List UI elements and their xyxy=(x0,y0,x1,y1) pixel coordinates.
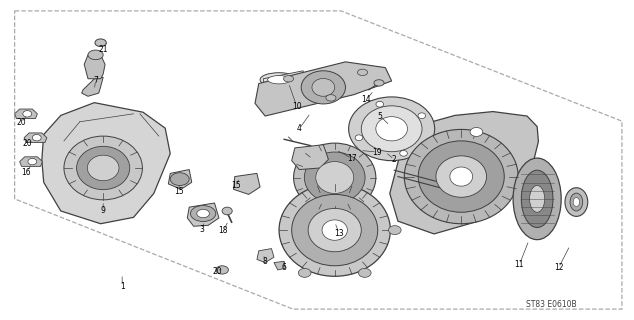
Ellipse shape xyxy=(294,143,376,212)
Ellipse shape xyxy=(28,158,37,165)
Ellipse shape xyxy=(171,173,189,186)
Text: 19: 19 xyxy=(372,148,382,156)
Polygon shape xyxy=(292,145,328,170)
Polygon shape xyxy=(169,170,191,189)
Ellipse shape xyxy=(349,97,435,161)
Polygon shape xyxy=(84,55,105,79)
Ellipse shape xyxy=(301,71,346,104)
Ellipse shape xyxy=(312,78,335,96)
Text: 10: 10 xyxy=(292,102,302,111)
Ellipse shape xyxy=(77,146,130,190)
Ellipse shape xyxy=(197,209,209,218)
Ellipse shape xyxy=(400,150,407,156)
Polygon shape xyxy=(274,261,285,270)
Text: 12: 12 xyxy=(554,263,564,272)
Ellipse shape xyxy=(389,226,401,235)
Text: 20: 20 xyxy=(22,139,32,148)
Text: 6: 6 xyxy=(281,263,287,272)
Ellipse shape xyxy=(436,156,486,197)
Ellipse shape xyxy=(376,117,408,141)
Polygon shape xyxy=(390,112,538,234)
Ellipse shape xyxy=(299,268,311,277)
Ellipse shape xyxy=(521,170,553,228)
Ellipse shape xyxy=(222,207,232,215)
Ellipse shape xyxy=(216,266,228,274)
Ellipse shape xyxy=(23,111,32,117)
Text: 15: 15 xyxy=(174,188,184,196)
Text: 13: 13 xyxy=(334,229,344,238)
Ellipse shape xyxy=(355,135,363,140)
Ellipse shape xyxy=(358,69,368,76)
Text: 5: 5 xyxy=(378,112,383,121)
Polygon shape xyxy=(255,62,392,116)
Ellipse shape xyxy=(326,95,336,101)
Ellipse shape xyxy=(418,113,425,119)
Polygon shape xyxy=(42,103,171,224)
Text: 15: 15 xyxy=(231,181,241,190)
Polygon shape xyxy=(187,203,219,226)
Ellipse shape xyxy=(292,195,378,266)
Polygon shape xyxy=(20,157,42,166)
Ellipse shape xyxy=(404,129,518,224)
Text: 21: 21 xyxy=(98,44,108,54)
Polygon shape xyxy=(233,173,260,195)
Ellipse shape xyxy=(418,141,504,212)
Ellipse shape xyxy=(376,101,384,107)
Ellipse shape xyxy=(283,76,294,82)
Text: 14: 14 xyxy=(361,95,371,104)
Ellipse shape xyxy=(64,136,143,200)
Ellipse shape xyxy=(450,167,472,186)
Ellipse shape xyxy=(470,127,482,136)
Ellipse shape xyxy=(279,184,391,276)
Ellipse shape xyxy=(304,152,365,203)
Ellipse shape xyxy=(322,220,347,240)
Ellipse shape xyxy=(268,76,290,84)
Ellipse shape xyxy=(361,106,422,152)
Ellipse shape xyxy=(260,73,298,87)
Text: 4: 4 xyxy=(297,124,302,133)
Polygon shape xyxy=(82,77,103,96)
Ellipse shape xyxy=(529,186,545,212)
Text: 7: 7 xyxy=(93,76,98,85)
Text: ST83 E0610B: ST83 E0610B xyxy=(526,300,576,308)
Text: 1: 1 xyxy=(120,282,124,291)
Ellipse shape xyxy=(358,268,371,277)
Text: 20: 20 xyxy=(16,118,26,127)
Text: 20: 20 xyxy=(212,267,222,276)
Ellipse shape xyxy=(308,208,361,252)
Ellipse shape xyxy=(95,39,107,47)
Ellipse shape xyxy=(374,80,384,86)
Ellipse shape xyxy=(32,134,41,141)
Ellipse shape xyxy=(513,158,561,240)
Text: 18: 18 xyxy=(219,226,228,235)
Ellipse shape xyxy=(88,50,103,60)
Ellipse shape xyxy=(190,205,216,221)
Ellipse shape xyxy=(87,155,119,181)
Polygon shape xyxy=(263,71,306,90)
Polygon shape xyxy=(24,133,47,142)
Polygon shape xyxy=(257,249,274,263)
Text: 3: 3 xyxy=(200,225,204,234)
Ellipse shape xyxy=(565,188,588,216)
Text: 16: 16 xyxy=(21,168,31,177)
Ellipse shape xyxy=(570,193,583,211)
Text: 11: 11 xyxy=(515,260,524,269)
Text: 8: 8 xyxy=(262,257,268,266)
Text: 9: 9 xyxy=(101,206,106,215)
Ellipse shape xyxy=(316,162,354,194)
Polygon shape xyxy=(15,109,37,119)
Text: 2: 2 xyxy=(392,155,396,164)
Ellipse shape xyxy=(573,197,579,206)
Text: 17: 17 xyxy=(347,154,356,163)
